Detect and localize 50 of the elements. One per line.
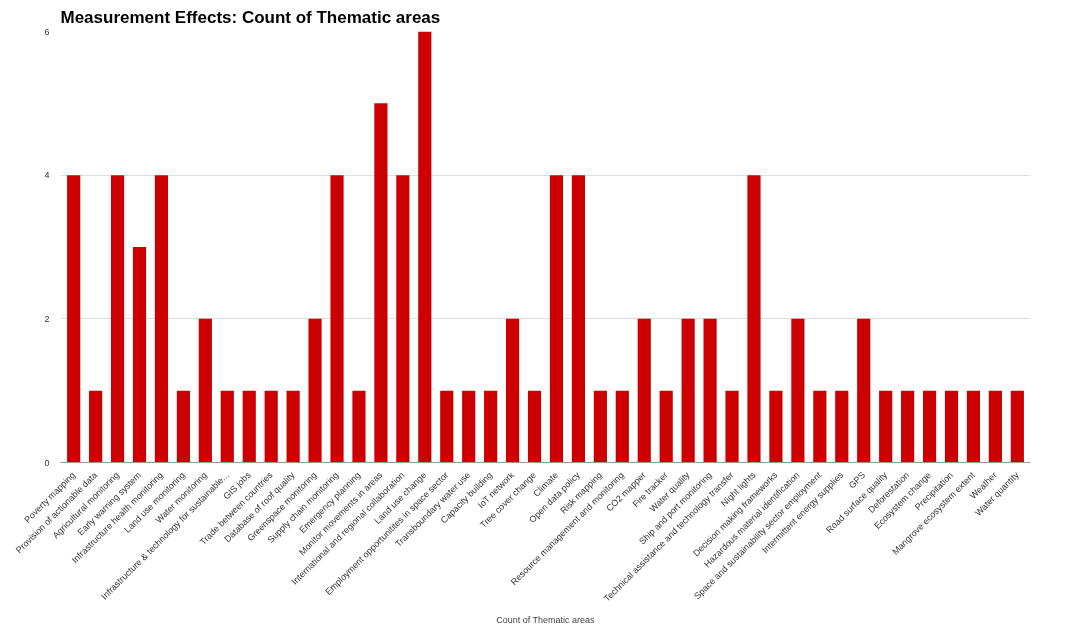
bar (67, 175, 81, 463)
bar (703, 318, 717, 463)
y-tick-label: 6 (44, 26, 50, 37)
bar (154, 175, 169, 463)
bar (330, 175, 344, 463)
bar (835, 390, 849, 463)
bar (571, 175, 585, 463)
bar (286, 390, 300, 463)
bar (747, 175, 761, 463)
bar (791, 318, 805, 463)
bar (89, 390, 103, 463)
bar (637, 318, 651, 463)
bar (440, 390, 454, 463)
bar (857, 318, 871, 463)
bar (242, 390, 256, 463)
bar (506, 318, 520, 463)
bar (593, 390, 607, 463)
bar (352, 390, 366, 463)
bar (462, 390, 476, 463)
bar (264, 390, 278, 463)
bar (813, 390, 827, 463)
bar (615, 390, 629, 463)
bar (549, 175, 564, 463)
bar (527, 390, 542, 463)
bar (110, 175, 125, 463)
y-tick-label: 0 (44, 457, 50, 468)
bar (879, 390, 893, 463)
bar (484, 390, 498, 463)
bar (659, 390, 673, 463)
bar (176, 390, 190, 463)
bar (1010, 390, 1024, 463)
bar (988, 390, 1002, 463)
bar (769, 390, 783, 463)
bar (198, 318, 212, 463)
bar (418, 31, 432, 463)
bar (220, 390, 234, 463)
bar (308, 318, 322, 463)
bar (681, 318, 695, 463)
bar (132, 247, 147, 463)
bar (374, 103, 388, 463)
bar (725, 390, 739, 463)
y-tick-label: 2 (44, 313, 50, 324)
bar (396, 175, 410, 463)
chart-title: Measurement Effects: Count of Thematic areas (60, 7, 441, 27)
x-axis-title: Count of Thematic areas (496, 615, 596, 626)
bar (944, 390, 959, 463)
bar (922, 390, 937, 463)
y-tick-label: 4 (44, 170, 50, 181)
bar (966, 390, 981, 463)
bar (901, 390, 915, 463)
